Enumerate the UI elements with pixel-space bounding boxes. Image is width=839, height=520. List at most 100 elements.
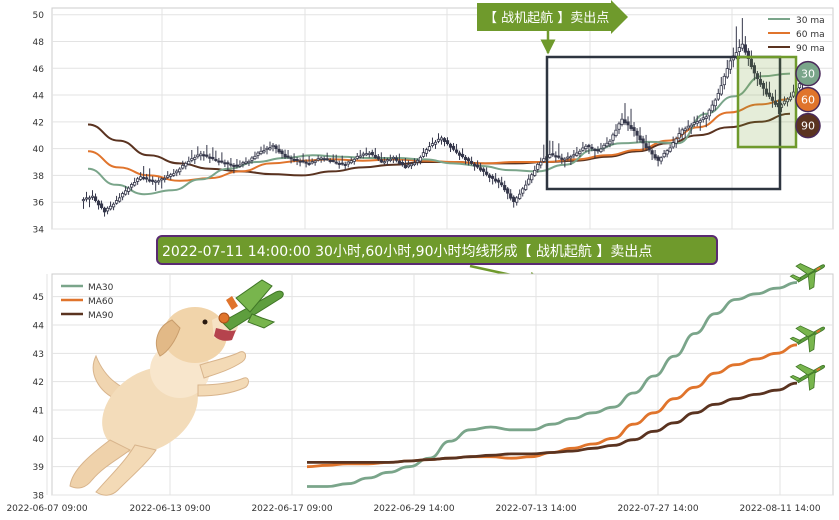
candle <box>623 103 627 126</box>
top-y-tick-label: 40 <box>33 145 45 155</box>
candle <box>130 182 134 191</box>
candle <box>184 161 188 170</box>
candle <box>102 206 107 217</box>
candle <box>653 149 657 161</box>
candle <box>145 173 149 183</box>
candle <box>602 143 606 152</box>
toy-plane-icon <box>218 279 284 331</box>
candle <box>788 92 793 102</box>
candle <box>599 142 603 154</box>
candle <box>235 159 239 169</box>
ma-badges: 30 60 90 <box>795 60 821 139</box>
candle <box>133 177 137 187</box>
candle <box>298 158 302 167</box>
candle <box>232 163 236 174</box>
svg-text:60 ma: 60 ma <box>796 30 825 40</box>
candle <box>752 62 756 81</box>
candle <box>728 57 732 74</box>
candle <box>479 163 483 172</box>
candle <box>178 167 182 176</box>
bottom-y-tick-label: 44 <box>33 322 45 332</box>
candle <box>325 152 329 161</box>
candle <box>415 158 420 166</box>
candle <box>373 147 377 159</box>
candle <box>163 175 167 183</box>
candle <box>421 147 426 158</box>
candle <box>683 126 687 138</box>
candle <box>208 153 212 164</box>
candle <box>181 160 185 170</box>
candle <box>491 174 495 185</box>
candle <box>475 160 480 169</box>
candle <box>394 155 398 163</box>
candle <box>692 116 696 127</box>
candle <box>581 141 585 152</box>
candle <box>716 88 720 101</box>
candles <box>81 18 805 217</box>
top-legend: 30 ma 60 ma 90 ma <box>768 16 825 54</box>
candle <box>626 116 630 131</box>
candle <box>217 157 221 166</box>
candle <box>551 140 555 157</box>
candle <box>659 156 663 165</box>
top-y-tick-label: 46 <box>33 65 45 75</box>
signal-tag: 【 战机起航 】卖出点 <box>477 0 628 34</box>
candle <box>707 108 711 121</box>
candle <box>331 154 335 163</box>
candle <box>485 167 489 177</box>
candle <box>247 159 251 167</box>
candle <box>202 151 206 161</box>
ma60-badge: 60 <box>795 86 821 113</box>
candle <box>662 150 666 159</box>
candle <box>301 153 305 164</box>
ma30-line <box>307 281 798 488</box>
candle <box>785 97 790 107</box>
top-y-tick-label: 36 <box>33 199 45 209</box>
candle <box>617 121 621 134</box>
candle <box>307 155 311 166</box>
candle <box>120 191 125 201</box>
candle <box>782 96 787 106</box>
airplane-icons <box>789 263 825 391</box>
candle <box>430 137 435 148</box>
candle <box>497 177 501 189</box>
candle <box>536 162 540 173</box>
candle <box>433 139 438 149</box>
candle <box>710 100 714 113</box>
candle <box>608 138 612 148</box>
candle <box>560 153 564 165</box>
candle <box>770 93 775 108</box>
candle <box>364 147 368 157</box>
candle <box>436 133 441 144</box>
svg-text:MA30: MA30 <box>88 283 114 293</box>
candle <box>656 155 660 167</box>
bottom-x-tick-label: 2022-06-07 09:00 <box>6 504 87 514</box>
candle <box>96 199 101 210</box>
bottom-y-tick-label: 43 <box>33 350 44 360</box>
candle <box>680 127 684 139</box>
candle <box>271 143 275 152</box>
bottom-y-tick-label: 40 <box>33 435 45 445</box>
candle <box>572 150 576 159</box>
candle <box>701 111 705 123</box>
candle <box>114 195 119 205</box>
candle <box>539 157 543 169</box>
candle <box>542 144 546 163</box>
candle <box>391 155 395 164</box>
candle <box>304 159 308 168</box>
candle <box>370 149 374 157</box>
candle <box>740 18 744 51</box>
candle <box>151 176 155 185</box>
bottom-x-tick-label: 2022-06-29 14:00 <box>373 504 454 514</box>
candle <box>590 143 594 152</box>
candle <box>650 148 654 161</box>
candle <box>93 193 98 203</box>
airplane-icon <box>789 263 825 291</box>
candle <box>253 151 257 161</box>
candle <box>530 172 534 184</box>
candle <box>292 153 296 163</box>
candle <box>515 195 519 206</box>
top-y-tick-label: 38 <box>33 172 45 182</box>
candle <box>665 149 669 158</box>
